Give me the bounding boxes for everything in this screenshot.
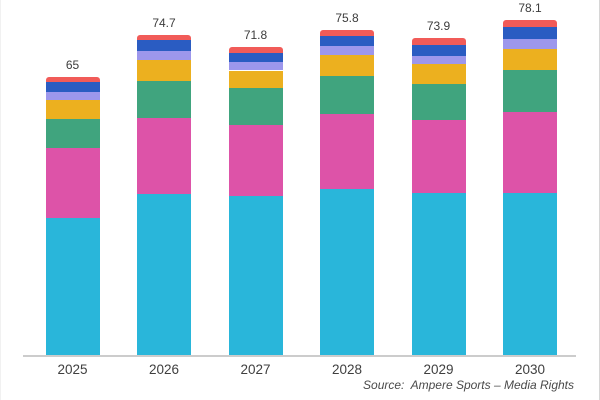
bar-total-label-2029: 73.9 [426, 19, 451, 34]
x-axis-line [23, 355, 576, 357]
bar-segment-2028-pink [320, 113, 374, 190]
bar-segment-2030-blue [503, 26, 557, 40]
bar-segment-2028-cyan [320, 189, 374, 356]
bar-segment-2025-blue [45, 81, 100, 92]
bar-segment-2025-red [45, 76, 100, 82]
bar-segment-2028-green [320, 75, 374, 114]
bar-segment-2026-green [137, 80, 191, 119]
bar-segment-2026-yellow [137, 59, 191, 81]
bar-segment-2029-purple [411, 56, 466, 65]
bar-segment-2025-cyan [45, 217, 100, 356]
bar-segment-2027-green [228, 88, 283, 126]
x-axis-label-2030: 2030 [514, 362, 546, 377]
bar-segment-2029-yellow [411, 64, 466, 85]
x-axis-label-2028: 2028 [331, 362, 363, 377]
bar-segment-2026-purple [137, 50, 191, 60]
bar-total-label-2030: 78.1 [518, 1, 542, 16]
bar-segment-2027-cyan [228, 196, 283, 356]
bar-segment-2029-cyan [411, 193, 466, 356]
x-axis-label-2025: 2025 [57, 362, 88, 377]
bar-segment-2027-yellow [228, 70, 283, 89]
bar-segment-2025-purple [45, 91, 100, 101]
bar-segment-2028-blue [320, 35, 374, 47]
bar-segment-2027-pink [228, 125, 283, 197]
bar-segment-2026-blue [137, 40, 191, 51]
bar-segment-2028-red [320, 30, 374, 36]
bar-total-label-2025: 65 [65, 57, 80, 72]
bar-segment-2029-pink [411, 119, 466, 194]
bar-segment-2029-green [411, 84, 466, 120]
bar-segment-2027-blue [228, 52, 283, 62]
bar-segment-2027-purple [228, 61, 283, 71]
bar-segment-2026-cyan [137, 193, 191, 356]
bar-total-label-2027: 71.8 [243, 28, 268, 43]
bar-segment-2025-yellow [45, 100, 100, 120]
bar-segment-2030-cyan [503, 192, 557, 356]
bar-total-label-2026: 74.7 [152, 15, 176, 30]
bar-segment-2028-purple [320, 46, 374, 55]
bar-segment-2025-green [45, 119, 100, 149]
bar-total-label-2028: 75.8 [335, 11, 359, 26]
source-note: Source: Ampere Sports – Media Rights [363, 378, 574, 392]
bar-segment-2030-red [503, 20, 557, 27]
x-axis-label-2029: 2029 [423, 362, 454, 377]
bar-segment-2028-yellow [320, 54, 374, 76]
x-axis-label-2026: 2026 [148, 362, 180, 377]
bar-segment-2030-purple [503, 39, 557, 49]
bar-segment-2029-blue [411, 44, 466, 57]
bar-segment-2025-pink [45, 148, 100, 218]
bar-segment-2026-red [137, 34, 191, 41]
x-axis-label-2027: 2027 [240, 362, 271, 377]
bar-segment-2030-yellow [503, 49, 557, 71]
bar-segment-2029-red [411, 38, 466, 45]
bar-segment-2026-pink [137, 118, 191, 194]
bar-segment-2027-red [228, 47, 283, 53]
bar-segment-2030-pink [503, 111, 557, 193]
bar-segment-2030-green [503, 70, 557, 112]
